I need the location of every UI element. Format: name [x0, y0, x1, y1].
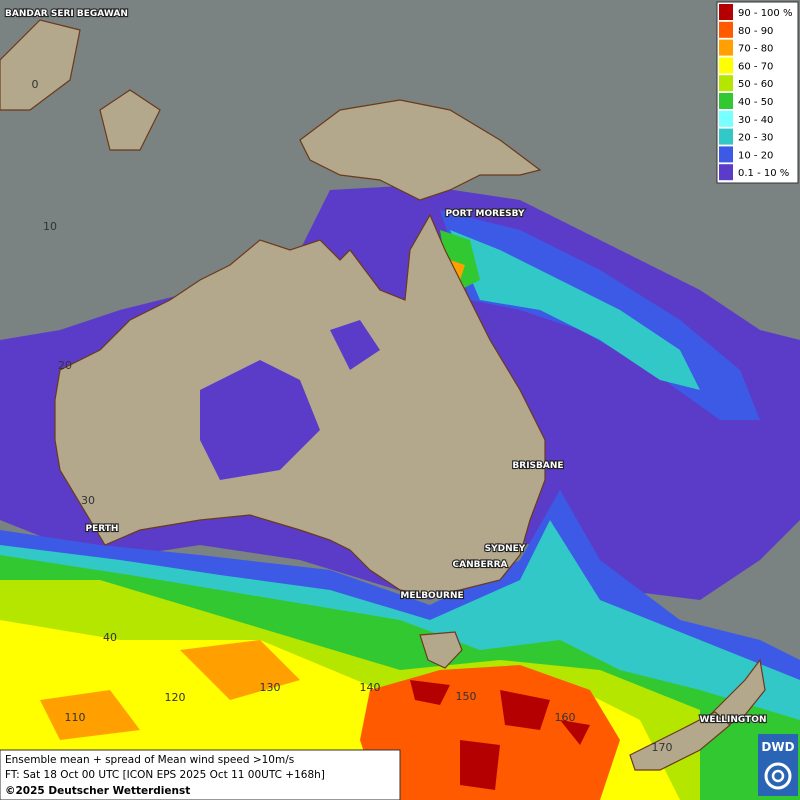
footer-line: ©2025 Deutscher Wetterdienst — [5, 785, 190, 797]
legend-label: 90 - 100 % — [738, 8, 792, 19]
legend-swatch — [719, 93, 733, 109]
legend-swatch — [719, 39, 733, 56]
place-label: MELBOURNE — [400, 591, 463, 601]
grid-label: 10 — [43, 220, 57, 233]
logo-swirl — [771, 769, 785, 783]
legend-label: 20 - 30 — [738, 133, 773, 144]
logo: DWD — [758, 734, 798, 796]
legend-swatch — [719, 4, 733, 20]
legend-swatch — [719, 128, 733, 145]
place-label: BANDAR SERI BEGAWAN — [5, 9, 128, 19]
legend: 90 - 100 % 80 - 90 70 - 80 60 - 70 50 - 60 40… — [716, 1, 799, 184]
legend-swatch — [719, 21, 733, 38]
legend-swatch — [719, 75, 733, 92]
legend-label: 40 - 50 — [738, 97, 773, 108]
legend-label: 50 - 60 — [738, 79, 773, 90]
grid-label: 110 — [65, 711, 86, 724]
place-label: BRISBANE — [512, 461, 563, 471]
legend-label: 70 - 80 — [738, 44, 773, 55]
grid-label: 130 — [260, 681, 281, 694]
legend-label: 0.1 - 10 % — [738, 168, 789, 179]
legend-swatch — [719, 164, 733, 181]
grid-label: 140 — [360, 681, 381, 694]
place-label: PORT MORESBY — [445, 209, 525, 219]
grid-label: 20 — [58, 359, 72, 372]
logo-swirl — [764, 762, 792, 790]
place-label: SYDNEY — [485, 544, 526, 554]
footer-line: Ensemble mean + spread of Mean wind spee… — [5, 754, 294, 766]
place-label: CANBERRA — [453, 560, 508, 570]
grid-label: 120 — [165, 691, 186, 704]
grid-label: 170 — [652, 741, 673, 754]
legend-label: 80 - 90 — [738, 26, 773, 37]
legend-label: 60 - 70 — [738, 61, 773, 72]
grid-label: 160 — [555, 711, 576, 724]
probability-field-land — [200, 320, 380, 480]
place-label: PERTH — [86, 524, 119, 534]
logo-text: DWD — [761, 740, 794, 754]
footer-box — [0, 749, 401, 800]
legend-label: 30 - 40 — [738, 115, 773, 126]
grid-label: 150 — [456, 690, 477, 703]
legend-swatch — [719, 110, 733, 127]
footer-line: FT: Sat 18 Oct 00 UTC [ICON EPS 2025 Oct… — [5, 769, 325, 781]
grid-label: 30 — [81, 494, 95, 507]
legend-label: 10 - 20 — [738, 150, 773, 161]
grid-label: 0 — [32, 78, 39, 91]
footer: Ensemble mean + spread of Mean wind spee… — [0, 749, 401, 800]
legend-swatch — [719, 146, 733, 163]
grid-label: 40 — [103, 631, 117, 644]
place-label: WELLINGTON — [700, 715, 767, 725]
legend-swatch — [719, 57, 733, 74]
